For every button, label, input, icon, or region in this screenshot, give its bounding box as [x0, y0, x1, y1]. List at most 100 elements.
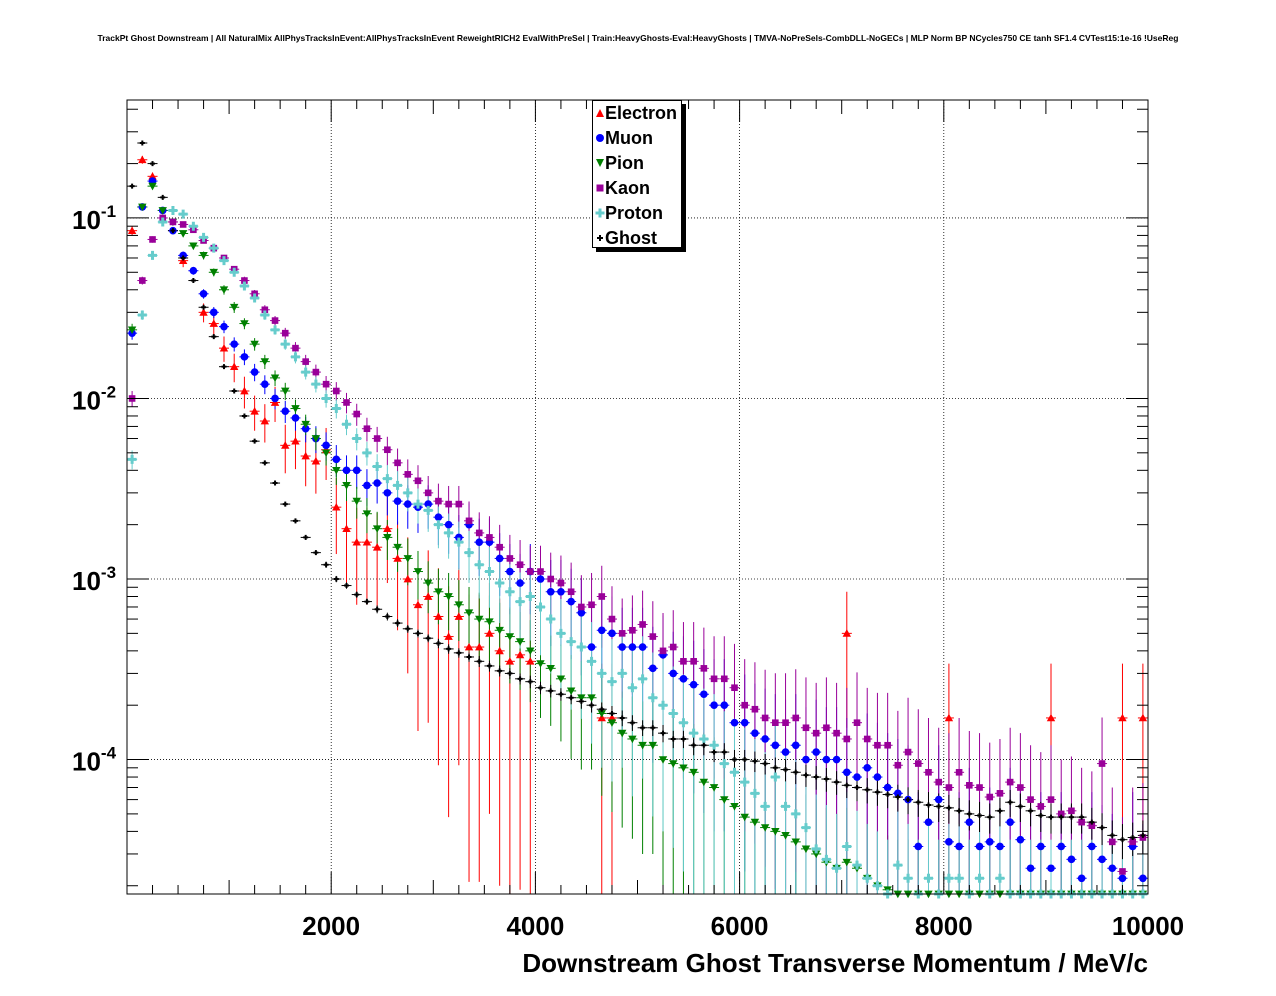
ghost-data-point — [527, 679, 533, 685]
pion-data-point — [587, 694, 596, 702]
ghost-data-point — [231, 388, 237, 394]
pion-data-point — [444, 593, 453, 601]
electron-data-point — [127, 226, 137, 235]
muon-data-point — [220, 322, 228, 331]
legend-label-kaon: Kaon — [605, 178, 650, 198]
ghost-data-point — [180, 255, 186, 261]
ghost-data-point — [282, 501, 288, 507]
proton-data-point — [464, 548, 474, 558]
ghost-data-point — [578, 698, 584, 704]
electron-data-point — [138, 155, 147, 164]
kaon-data-point — [455, 500, 463, 508]
muon-data-point — [628, 643, 637, 651]
kaon-data-point — [384, 446, 391, 454]
pion-data-point — [771, 828, 780, 836]
proton-data-point — [832, 863, 842, 873]
kaon-data-point — [843, 735, 851, 743]
muon-data-point — [985, 838, 994, 846]
ghost-data-point — [150, 161, 156, 167]
legend-label-ghost: Ghost — [605, 228, 657, 248]
proton-data-point — [290, 352, 300, 362]
ghost-data-point — [670, 736, 676, 742]
muon-data-point — [352, 466, 361, 475]
kaon-data-point — [741, 701, 749, 709]
ghost-data-point — [538, 685, 544, 691]
kaon-data-point — [894, 761, 902, 769]
pion-data-point — [362, 510, 372, 518]
muon-data-point — [383, 489, 392, 497]
electron-data-point — [403, 574, 412, 583]
kaon-data-point — [271, 317, 279, 324]
ghost-data-point — [864, 787, 870, 793]
muon-data-point — [546, 587, 555, 596]
electron-data-point — [240, 386, 249, 395]
pion-data-point — [475, 615, 484, 624]
pion-data-point — [219, 286, 229, 294]
kaon-data-point — [414, 477, 422, 485]
muon-data-point — [281, 407, 290, 416]
proton-data-point — [393, 480, 403, 490]
proton-data-point — [852, 860, 862, 870]
ghost-data-point — [262, 460, 268, 466]
kaon-data-point — [312, 368, 320, 376]
proton-data-point — [791, 809, 801, 819]
muon-data-point — [577, 608, 586, 617]
ghost-data-point — [711, 749, 717, 755]
electron-data-point — [434, 612, 443, 620]
kaon-data-point — [588, 601, 595, 609]
pion-data-point — [740, 813, 749, 822]
muon-data-point — [363, 481, 371, 490]
muon-data-point — [740, 718, 749, 727]
tick-labels: 2000 4000 6000 8000 10000 10-1 10-2 10-3 10-4 — [72, 202, 1184, 941]
ghost-data-point — [272, 480, 278, 486]
ghost-data-point — [1007, 799, 1013, 805]
kaon-data-point — [1057, 810, 1065, 818]
proton-data-point — [403, 488, 413, 498]
electron-data-point — [352, 537, 361, 546]
legend-item-ghost: Ghost — [593, 226, 681, 251]
ghost-data-point — [211, 334, 217, 340]
proton-data-point — [781, 801, 791, 811]
electron-data-point — [1046, 713, 1056, 722]
pion-data-point — [689, 768, 698, 777]
proton-data-point — [872, 881, 882, 891]
kaon-data-point — [761, 714, 769, 722]
kaon-data-point — [139, 277, 146, 284]
muon-data-point — [914, 842, 923, 851]
muon-data-point — [1057, 842, 1066, 851]
muon-data-point — [1067, 855, 1076, 864]
y-tick-label: 10-4 — [72, 744, 117, 777]
pion-data-point — [413, 568, 423, 576]
ghost-data-point — [793, 769, 799, 775]
proton-data-point — [617, 668, 627, 678]
kaon-data-point — [935, 778, 942, 786]
electron-data-point — [454, 612, 464, 620]
muon-data-point — [945, 838, 953, 846]
muon-data-point — [934, 795, 943, 804]
error-bars — [127, 142, 1148, 895]
x-tick-label: 4000 — [506, 911, 564, 941]
kaon-data-point — [1068, 807, 1075, 815]
proton-data-point — [413, 499, 423, 509]
proton-data-point — [648, 693, 658, 703]
ghost-data-point — [987, 814, 993, 820]
pion-data-point — [597, 710, 606, 718]
pion-data-point — [536, 660, 545, 668]
muon-data-point — [424, 500, 432, 508]
electron-data-point — [230, 362, 239, 371]
muon-data-point — [669, 669, 678, 678]
x-tick-label: 10000 — [1112, 911, 1184, 941]
muon-data-point — [1077, 874, 1086, 883]
ghost-data-point — [354, 592, 360, 598]
pion-data-point — [250, 340, 259, 349]
muon-data-point — [710, 701, 718, 709]
ghost-data-point — [721, 749, 727, 755]
ghost-data-point — [415, 630, 421, 636]
cross-marker-icon — [595, 208, 605, 218]
proton-data-point — [342, 419, 352, 429]
pion-data-point — [260, 358, 270, 366]
ghost-data-point — [1028, 808, 1034, 814]
ghost-data-point — [1140, 832, 1146, 838]
pion-data-point — [842, 858, 852, 867]
proton-data-point — [209, 243, 219, 253]
